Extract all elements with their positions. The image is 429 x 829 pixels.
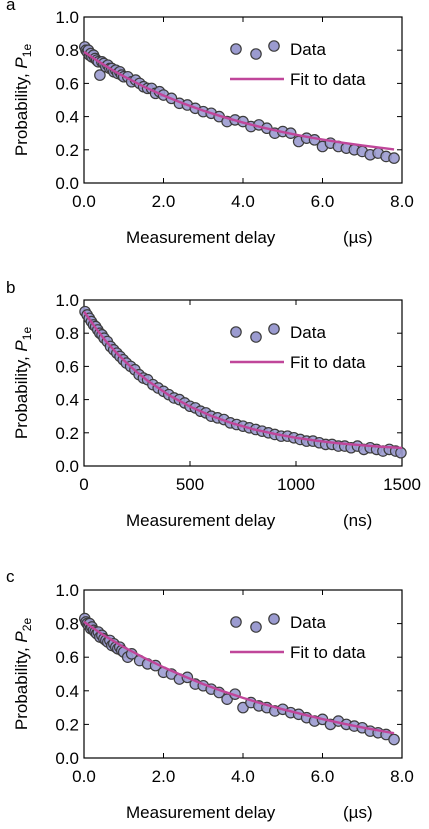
- y-tick-label: 0.8: [55, 41, 79, 60]
- x-tick-label: 1000: [277, 475, 315, 494]
- y-tick-label: 0.6: [55, 74, 79, 93]
- y-tick-label: 1.0: [55, 291, 79, 310]
- y-axis-label-symbol: P: [12, 57, 31, 69]
- legend: Data Fit to data: [230, 40, 366, 89]
- panel-label: c: [6, 567, 15, 586]
- fit-line: [83, 310, 403, 450]
- x-axis-label: Measurement delay: [126, 511, 276, 530]
- x-tick-label: 4.0: [231, 192, 255, 211]
- legend: Data Fit to data: [230, 323, 366, 372]
- y-tick-label: 0.8: [55, 324, 79, 343]
- legend-marker-icon: [268, 323, 280, 335]
- legend-marker-icon: [268, 40, 280, 52]
- chart-panel-b: b 0.0 0.2 0.4 0.6 0.8 1.0 0 500 1000 1500 Measureme…: [6, 278, 421, 530]
- data-series: [79, 305, 407, 459]
- x-axis-label: Measurement delay: [126, 803, 276, 822]
- x-tick-label: 0.0: [72, 767, 96, 786]
- legend-marker-icon: [250, 621, 262, 633]
- legend-marker-icon: [250, 331, 262, 343]
- x-tick-label: 500: [176, 475, 204, 494]
- y-tick-label: 0.0: [55, 457, 79, 476]
- y-axis-label-symbol: P: [12, 340, 31, 352]
- y-axis-label: Probability, P2e: [12, 618, 34, 731]
- legend-label-fit: Fit to data: [290, 70, 366, 89]
- legend-label-fit: Fit to data: [290, 643, 366, 662]
- y-axis-label-subscript: 2e: [20, 618, 34, 632]
- legend-marker-icon: [268, 613, 280, 625]
- x-tick-label: 1500: [383, 475, 421, 494]
- x-axis-unit: (µs): [343, 803, 373, 822]
- plot-frame: [83, 589, 403, 759]
- legend-label-data: Data: [290, 323, 326, 342]
- fit-line: [83, 620, 395, 735]
- chart-panel-c: c 0.0 0.2 0.4 0.6 0.8 1.0 0.0 2.0 4.0 6.0 8.0 Measur…: [6, 567, 414, 822]
- y-axis-label: Probability, P1e: [12, 44, 34, 157]
- y-axis-label-subscript: 1e: [20, 44, 34, 58]
- legend-label-data: Data: [290, 613, 326, 632]
- y-tick-label: 0.2: [55, 141, 79, 160]
- data-point: [94, 69, 106, 81]
- y-tick-label: 0.0: [55, 174, 79, 193]
- legend-label-fit: Fit to data: [290, 353, 366, 372]
- legend-marker-icon: [230, 326, 242, 338]
- x-tick-label: 8.0: [390, 192, 414, 211]
- y-tick-label: 0.4: [55, 682, 79, 701]
- data-point: [395, 446, 407, 459]
- data-point: [388, 152, 400, 164]
- y-tick-label: 0.8: [55, 615, 79, 634]
- y-axis-label-prefix: Probability,: [12, 643, 31, 731]
- x-axis-unit: (ns): [343, 511, 372, 530]
- legend: Data Fit to data: [230, 613, 366, 662]
- legend-marker-icon: [230, 616, 242, 628]
- fit-line: [83, 50, 395, 151]
- y-tick-label: 0.6: [55, 357, 79, 376]
- x-tick-label: 8.0: [390, 767, 414, 786]
- y-tick-label: 0.4: [55, 108, 79, 127]
- x-axis-label: Measurement delay: [126, 228, 276, 247]
- x-axis-unit: (µs): [343, 228, 373, 247]
- plot-frame: [83, 16, 403, 184]
- legend-marker-icon: [230, 43, 242, 55]
- x-tick-label: 6.0: [311, 767, 335, 786]
- plot-frame: [83, 299, 403, 467]
- x-tick-label: 2.0: [152, 192, 176, 211]
- y-tick-label: 0.6: [55, 648, 79, 667]
- y-tick-label: 0.4: [55, 391, 79, 410]
- x-tick-label: 0.0: [72, 192, 96, 211]
- x-tick-label: 0: [79, 475, 88, 494]
- y-axis-label-prefix: Probability,: [12, 69, 31, 157]
- panel-label: a: [6, 0, 16, 14]
- legend-marker-icon: [250, 48, 262, 60]
- y-axis-label-subscript: 1e: [20, 327, 34, 341]
- y-axis-label-symbol: P: [12, 631, 31, 643]
- y-axis-label-prefix: Probability,: [12, 352, 31, 440]
- y-tick-label: 1.0: [55, 581, 79, 600]
- data-point: [388, 733, 400, 746]
- chart-panel-a: a 0.0 0.2 0.4 0.6 0.8 1.0 0.0 2.0 4.0 6.0 8.0 Measur…: [6, 0, 414, 247]
- y-axis-label: Probability, P1e: [12, 327, 34, 440]
- y-tick-label: 0.2: [55, 715, 79, 734]
- y-tick-label: 1.0: [55, 8, 79, 27]
- panel-label: b: [6, 278, 15, 297]
- y-tick-label: 0.2: [55, 424, 79, 443]
- y-tick-label: 0.0: [55, 749, 79, 768]
- legend-label-data: Data: [290, 40, 326, 59]
- x-tick-label: 2.0: [152, 767, 176, 786]
- x-tick-label: 4.0: [231, 767, 255, 786]
- x-tick-label: 6.0: [311, 192, 335, 211]
